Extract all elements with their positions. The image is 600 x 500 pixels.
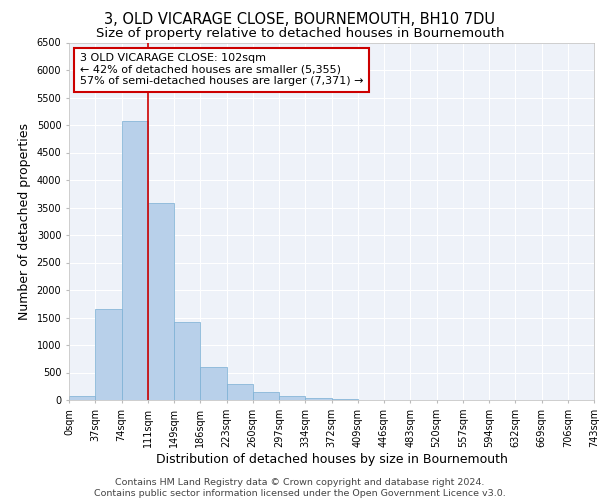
Bar [200, 367, 227, 400]
Bar [227, 384, 253, 400]
Bar [279, 396, 305, 400]
Bar [69, 396, 95, 400]
Text: 3, OLD VICARAGE CLOSE, BOURNEMOUTH, BH10 7DU: 3, OLD VICARAGE CLOSE, BOURNEMOUTH, BH10… [104, 12, 496, 28]
Bar [253, 392, 279, 400]
Bar [148, 204, 174, 400]
Bar [121, 121, 148, 400]
X-axis label: Distribution of detached houses by size in Bournemouth: Distribution of detached houses by size … [155, 452, 508, 466]
Y-axis label: Number of detached properties: Number of detached properties [18, 122, 31, 320]
Bar [95, 309, 121, 400]
Bar [174, 322, 200, 400]
Text: Contains HM Land Registry data © Crown copyright and database right 2024.
Contai: Contains HM Land Registry data © Crown c… [94, 478, 506, 498]
Text: Size of property relative to detached houses in Bournemouth: Size of property relative to detached ho… [96, 28, 504, 40]
Bar [305, 398, 331, 400]
Text: 3 OLD VICARAGE CLOSE: 102sqm
← 42% of detached houses are smaller (5,355)
57% of: 3 OLD VICARAGE CLOSE: 102sqm ← 42% of de… [79, 53, 363, 86]
